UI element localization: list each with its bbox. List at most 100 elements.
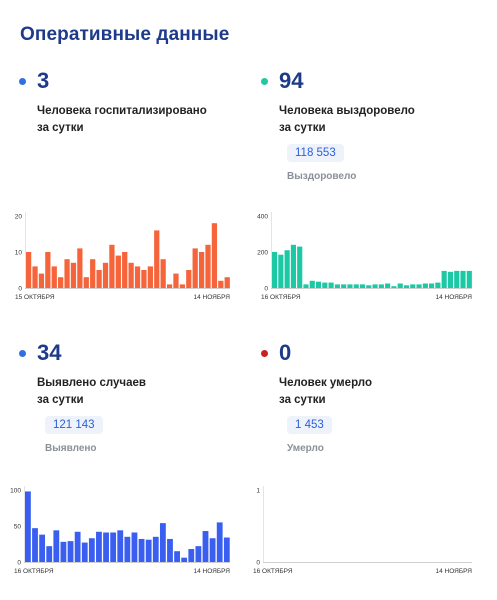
- chart-bar: [447, 271, 454, 288]
- deaths-total-label: Умерло: [287, 443, 324, 454]
- y-tick-label: 10: [15, 250, 23, 257]
- chart-bar: [441, 270, 447, 288]
- chart-bar: [397, 283, 403, 288]
- y-tick-label: 50: [14, 524, 22, 531]
- chart-bar: [378, 284, 384, 288]
- chart-bar: [391, 286, 397, 288]
- chart-bar: [145, 539, 152, 562]
- recovered-chart: 0 200 400 16 ОКТЯБРЯ 14 НОЯБРЯ: [250, 196, 480, 306]
- chart-bar: [138, 538, 145, 562]
- chart-bar: [223, 537, 230, 562]
- y-tick-label: 0: [17, 560, 21, 567]
- chart-bar: [422, 283, 428, 288]
- chart-bar: [38, 273, 45, 288]
- chart-bar: [115, 255, 121, 288]
- description-line-2: за сутки: [279, 122, 326, 134]
- chart-bar: [110, 532, 117, 562]
- recovered-total-badge: 118 553: [287, 144, 344, 162]
- status-dot-icon: [261, 350, 268, 357]
- chart-bar: [67, 541, 74, 562]
- chart-bar: [96, 270, 102, 288]
- chart-bar: [460, 270, 466, 288]
- chart-bar: [141, 270, 147, 288]
- y-tick-label: 20: [15, 214, 23, 221]
- y-tick-label: 1: [256, 488, 260, 495]
- chart-bar: [25, 491, 31, 562]
- hospitalized-chart: 0 10 20 15 ОКТЯБРЯ 14 НОЯБРЯ: [6, 196, 236, 306]
- chart-bar: [131, 532, 138, 562]
- chart-bar: [198, 252, 205, 288]
- status-dot-icon: [261, 78, 268, 85]
- chart-bar: [366, 285, 372, 288]
- deaths-value: 0: [279, 340, 292, 365]
- chart-bar: [134, 266, 141, 288]
- chart-bar: [51, 266, 57, 288]
- chart-bar: [174, 551, 180, 562]
- y-tick-label: 0: [18, 286, 22, 293]
- chart-bar: [290, 244, 296, 288]
- chart-bar: [188, 549, 195, 562]
- chart-bar: [109, 244, 115, 288]
- y-tick-label: 400: [257, 214, 268, 221]
- chart-bar: [159, 523, 166, 562]
- chart-bar: [186, 270, 192, 288]
- chart-bar: [26, 252, 32, 288]
- chart-bar: [88, 538, 95, 562]
- chart-bar: [202, 531, 209, 562]
- description-line-2: за сутки: [37, 394, 84, 406]
- chart-bar: [403, 285, 410, 288]
- chart-bar: [353, 284, 359, 288]
- detected-chart: 0 50 100 16 ОКТЯБРЯ 14 НОЯБРЯ: [6, 470, 236, 580]
- y-tick-label: 100: [10, 488, 21, 495]
- chart-bar: [297, 246, 303, 288]
- chart-bar: [372, 284, 378, 288]
- chart-bar: [435, 282, 441, 288]
- chart-bar: [70, 262, 77, 288]
- chart-bar: [96, 531, 102, 562]
- chart-bar: [216, 522, 223, 562]
- chart-bar: [179, 284, 185, 288]
- chart-bar: [224, 277, 230, 288]
- chart-svg: 0 50 100 16 ОКТЯБРЯ 14 НОЯБРЯ: [10, 486, 231, 575]
- chart-bar: [211, 223, 218, 288]
- x-start-label: 16 ОКТЯБРЯ: [261, 294, 301, 301]
- chart-bar: [341, 284, 347, 288]
- chart-bar: [416, 284, 422, 288]
- chart-bar: [195, 546, 202, 562]
- chart-bar: [128, 262, 134, 288]
- x-start-label: 15 ОКТЯБРЯ: [15, 294, 55, 301]
- chart-bar: [154, 230, 160, 288]
- recovered-description: Человека выздоровело за сутки: [279, 103, 469, 137]
- status-dot-icon: [19, 78, 26, 85]
- y-tick-label: 0: [264, 286, 268, 293]
- chart-bar: [410, 284, 416, 288]
- chart-bar: [39, 534, 46, 562]
- chart-bar: [32, 528, 38, 562]
- x-end-label: 14 НОЯБРЯ: [436, 294, 473, 301]
- description-line-1: Выявлено случаев: [37, 377, 146, 389]
- chart-bar: [124, 536, 131, 562]
- x-end-label: 14 НОЯБРЯ: [194, 294, 231, 301]
- y-tick-label: 200: [257, 250, 268, 257]
- x-start-label: 16 ОКТЯБРЯ: [14, 568, 54, 575]
- chart-bar: [166, 284, 173, 288]
- x-end-label: 14 НОЯБРЯ: [436, 568, 473, 575]
- chart-bar: [328, 282, 334, 288]
- x-end-label: 14 НОЯБРЯ: [194, 568, 231, 575]
- hospitalized-description: Человека госпитализировано за сутки: [37, 103, 227, 137]
- chart-bar: [117, 530, 124, 562]
- deaths-description: Человек умерло за сутки: [279, 375, 469, 409]
- chart-bar: [53, 530, 60, 562]
- chart-bar: [46, 546, 53, 562]
- chart-bar: [205, 244, 211, 288]
- chart-bar: [32, 266, 38, 288]
- chart-bar: [303, 284, 309, 288]
- status-dot-icon: [19, 350, 26, 357]
- description-line-1: Человека госпитализировано: [37, 105, 207, 117]
- chart-bar: [454, 270, 460, 288]
- y-tick-label: 0: [256, 560, 260, 567]
- description-line-1: Человека выздоровело: [279, 105, 415, 117]
- chart-bar: [181, 557, 188, 562]
- chart-bar: [347, 284, 353, 288]
- chart-bar: [315, 281, 322, 288]
